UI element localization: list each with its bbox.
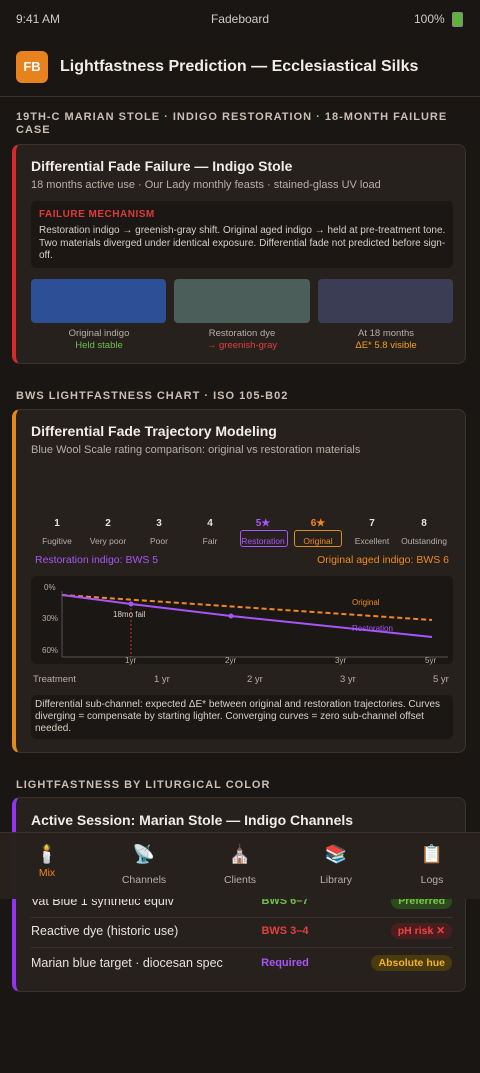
point (228, 613, 234, 619)
swatch (174, 279, 310, 323)
scale-label: Poor (150, 536, 168, 546)
scale-number: 5★ (255, 518, 271, 529)
scale-number: 4 (207, 518, 213, 529)
timeline-label: 1 yr (154, 674, 170, 685)
point (128, 601, 134, 607)
scale-label: Original (303, 536, 333, 546)
tab-icon: 📋 (420, 844, 444, 864)
swatch-status: Held stable (75, 340, 123, 351)
restoration-rating: Restoration indigo: BWS 5 (35, 554, 159, 566)
status-battery: 100% (414, 12, 445, 26)
x-label: 1yr (125, 656, 137, 665)
section-label: BWS LIGHTFASTNESS CHART · ISO 105-B02 (16, 390, 289, 402)
card-subtitle: Blue Wool Scale rating comparison: origi… (31, 444, 361, 456)
swatch-status: → greenish-gray (206, 340, 278, 351)
section-label: LIGHTFASTNESS BY LITURGICAL COLOR (16, 779, 271, 791)
battery-icon (452, 12, 463, 27)
row-badge: Absolute hue (371, 955, 452, 971)
scale-number: 3 (156, 518, 162, 529)
note-box (31, 695, 453, 739)
timeline-label: 2 yr (247, 674, 263, 685)
scale-number: 1 (54, 518, 60, 529)
tab-label: Channels (121, 874, 167, 886)
swatch-label: Restoration dye (208, 328, 276, 339)
row-rating: Required (261, 957, 309, 969)
scale-label: Outstanding (401, 536, 447, 546)
y-label: 30% (42, 614, 59, 623)
row-divider (31, 947, 453, 948)
original-rating: Original aged indigo: BWS 6 (317, 554, 449, 566)
scale-number: 2 (105, 518, 111, 529)
divider (0, 96, 480, 97)
mechanism-label: FAILURE MECHANISM (39, 209, 155, 220)
tab-bar (0, 832, 480, 899)
note: Differential sub-channel: expected ΔE* b… (35, 699, 441, 734)
scale-number: 6★ (310, 518, 326, 529)
row-name: Reactive dye (historic use) (31, 924, 179, 938)
tab-label: Logs (420, 874, 444, 886)
row-divider (31, 917, 453, 918)
row-name: Marian blue target · diocesan spec (31, 956, 223, 970)
tab-label: Clients (223, 874, 257, 886)
x-label: 2yr (225, 656, 237, 665)
timeline-label: Treatment (33, 674, 76, 685)
timeline-label: 5 yr (433, 674, 449, 685)
swatch-label: At 18 months (358, 328, 414, 339)
card-subtitle: 18 months active use · Our Lady monthly … (31, 179, 381, 191)
mechanism-box (31, 201, 453, 268)
x-label: 3yr (335, 656, 347, 665)
trajectory-chart (31, 576, 453, 664)
line-label: Restoration (352, 624, 393, 633)
restoration-highlight (240, 530, 288, 547)
y-label: 60% (42, 646, 59, 655)
tab-label: Library (319, 874, 353, 886)
scale-label: Very poor (89, 536, 127, 546)
logo: FB (16, 51, 48, 83)
tab-icon: ⛪ (228, 844, 252, 864)
row-rating: BWS 3–4 (261, 925, 309, 937)
tab-icon: 📚 (324, 844, 348, 864)
restoration-line (61, 594, 433, 638)
scale-label: Fair (202, 536, 218, 546)
swatch-label: Original indigo (68, 328, 130, 339)
scale-label: Fugitive (42, 536, 72, 546)
scale-label: Excellent (354, 536, 390, 546)
status-app: Fadeboard (210, 12, 270, 26)
header-title: Lightfastness Prediction — Ecclesiastica… (60, 58, 419, 75)
scale-number: 8 (421, 518, 427, 529)
tab-icon: 📡 (132, 844, 156, 864)
mechanism-text: Restoration indigo → greenish-gray shift… (39, 225, 446, 261)
swatch-status: ΔE* 5.8 visible (355, 340, 417, 351)
x-label: 5yr (425, 656, 437, 665)
line-label: Original (352, 598, 380, 607)
scale-label: Restoration (241, 536, 285, 546)
timeline-label: 3 yr (340, 674, 356, 685)
tab-label: Mix (38, 867, 56, 879)
swatch (318, 279, 453, 323)
scale-number: 7 (369, 518, 375, 529)
status-time: 9:41 AM (16, 12, 61, 26)
card-title: Differential Fade Trajectory Modeling (31, 423, 277, 439)
row-badge: pH risk ✕ (390, 923, 452, 939)
original-highlight (294, 530, 342, 547)
swatch (31, 279, 166, 323)
tab-icon: 🕯️ (35, 844, 59, 864)
section-label: 19TH-C MARIAN STOLE · INDIGO RESTORATION… (16, 111, 448, 136)
chart-lines (61, 591, 448, 658)
annotation: 18mo fail (113, 610, 146, 619)
original-line (61, 594, 433, 621)
y-label: 0% (44, 583, 56, 592)
card-title: Active Session: Marian Stole — Indigo Ch… (31, 812, 354, 828)
card-title: Differential Fade Failure — Indigo Stole (31, 158, 293, 174)
